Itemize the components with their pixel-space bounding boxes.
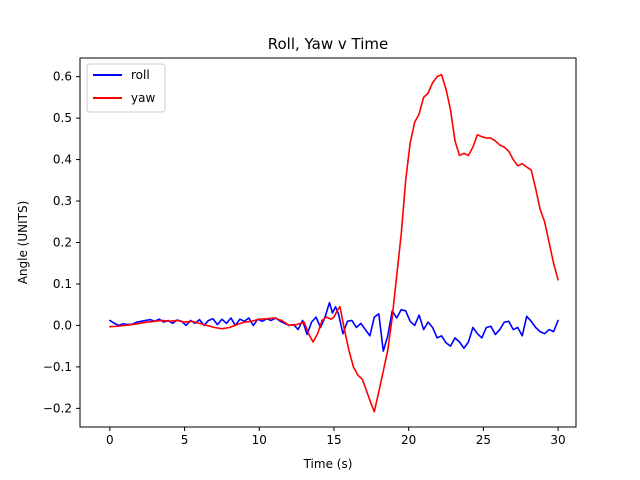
y-tick-label: 0.4 (53, 153, 72, 167)
y-tick-label: 0.2 (53, 236, 72, 250)
legend-label-roll: roll (131, 68, 150, 82)
x-axis-ticks: 0 5 10 15 20 25 30 (106, 427, 566, 447)
chart-title: Roll, Yaw v Time (268, 35, 388, 53)
x-tick-label: 15 (326, 433, 341, 447)
plot-area-frame (79, 57, 577, 428)
y-axis-label: Angle (UNITS) (16, 201, 30, 285)
legend: roll yaw (86, 63, 166, 113)
y-tick-label: 0.3 (53, 194, 72, 208)
x-tick-label: 25 (476, 433, 491, 447)
x-tick-label: 10 (252, 433, 267, 447)
y-tick-label: 0.1 (53, 277, 72, 291)
y-tick-label: −0.2 (43, 401, 72, 415)
x-tick-label: 20 (401, 433, 416, 447)
x-tick-label: 30 (550, 433, 565, 447)
x-tick-label: 5 (181, 433, 189, 447)
y-tick-label: 0.5 (53, 111, 72, 125)
y-axis-ticks: −0.2 −0.1 0.0 0.1 0.2 0.3 0.4 0.5 0.6 (43, 70, 80, 415)
y-tick-label: 0.6 (53, 70, 72, 84)
series-lines (109, 73, 559, 413)
series-line-roll (109, 301, 559, 352)
x-axis-label: Time (s) (303, 457, 353, 471)
legend-label-yaw: yaw (131, 91, 155, 105)
series-line-yaw (109, 73, 559, 413)
x-tick-label: 0 (106, 433, 114, 447)
y-tick-label: −0.1 (43, 360, 72, 374)
y-tick-label: 0.0 (53, 318, 72, 332)
